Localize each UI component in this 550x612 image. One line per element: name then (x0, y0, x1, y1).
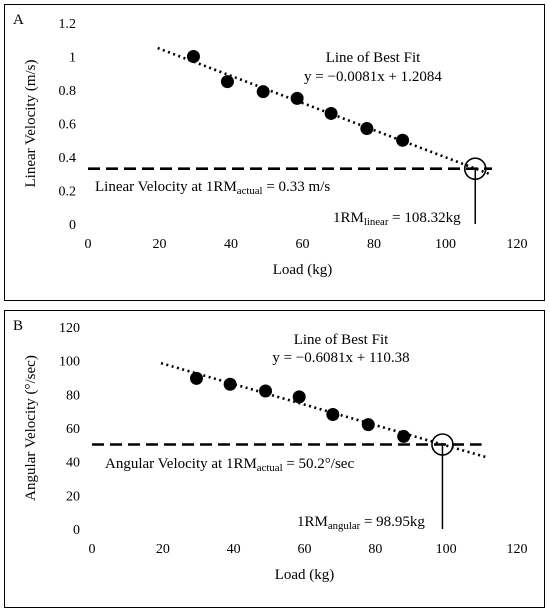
panel-a: A 0 0.2 0.4 0.6 0.8 1 1.2 0 20 40 60 80 100 120 Load (k… (4, 4, 545, 301)
y-tick-label: 0 (73, 523, 80, 538)
fit-equation: y = −0.6081x + 110.38 (272, 350, 409, 366)
rm-label: 1RMangular = 98.95kg (297, 514, 425, 532)
y-tick-label: 1 (69, 51, 76, 66)
x-tick-label: 20 (153, 237, 167, 252)
panel-label: A (13, 12, 24, 28)
chart-a-svg: A 0 0.2 0.4 0.6 0.8 1 1.2 0 20 40 60 80 100 120 Load (k… (13, 12, 528, 278)
data-point (326, 408, 340, 422)
data-point (223, 377, 237, 391)
data-point (324, 106, 338, 120)
x-tick-label: 60 (296, 237, 310, 252)
y-tick-label: 0.4 (59, 151, 77, 166)
threshold-label: Angular Velocity at 1RMactual = 50.2°/se… (105, 456, 354, 474)
data-point (186, 50, 200, 63)
x-tick-label: 20 (156, 542, 170, 557)
fit-title: Line of Best Fit (326, 50, 421, 66)
data-point (396, 133, 410, 147)
threshold-label: Linear Velocity at 1RMactual = 0.33 m/s (95, 179, 330, 197)
y-tick-label: 60 (66, 422, 80, 437)
x-axis-label: Load (kg) (275, 567, 335, 583)
data-point (290, 91, 304, 105)
rm-marker-circle (463, 157, 487, 181)
y-tick-label: 20 (66, 489, 80, 504)
fit-title: Line of Best Fit (294, 332, 389, 348)
panel-label: B (13, 318, 23, 334)
y-tick-label: 0.6 (59, 118, 77, 133)
y-tick-label: 80 (66, 388, 80, 403)
data-point (397, 429, 411, 443)
x-tick-label: 60 (298, 542, 312, 557)
y-tick-label: 0.8 (59, 84, 77, 99)
x-tick-label: 40 (227, 542, 241, 557)
rm-label: 1RMlinear = 108.32kg (333, 210, 461, 228)
x-tick-label: 120 (507, 542, 528, 557)
fit-equation: y = −0.0081x + 1.2084 (304, 69, 442, 85)
y-tick-label: 100 (59, 355, 80, 370)
trendline (160, 361, 490, 460)
rm-marker-circle (431, 433, 454, 456)
data-point (256, 85, 270, 99)
x-tick-label: 0 (85, 237, 92, 252)
x-axis-label: Load (kg) (273, 262, 333, 278)
x-tick-label: 100 (435, 237, 456, 252)
data-point (259, 384, 273, 398)
trendline (157, 46, 493, 177)
y-tick-label: 0.2 (59, 185, 77, 200)
x-tick-label: 100 (436, 542, 457, 557)
data-point (220, 75, 234, 89)
data-point (292, 390, 306, 404)
chart-b-svg: B 0 20 40 60 80 100 120 0 20 40 60 80 100 120 Load (kg)… (13, 318, 528, 583)
y-tick-label: 1.2 (59, 17, 77, 32)
y-axis-label: Linear Velocity (m/s) (23, 59, 39, 187)
y-tick-label: 120 (59, 321, 80, 336)
data-point (189, 371, 203, 385)
x-tick-label: 120 (507, 237, 528, 252)
y-tick-label: 40 (66, 456, 80, 471)
x-tick-label: 80 (367, 237, 381, 252)
data-point (361, 418, 375, 432)
panel-b: B 0 20 40 60 80 100 120 0 20 40 60 80 100 120 Load (kg)… (4, 310, 545, 608)
y-axis-label: Angular Velocity (°/sec) (23, 355, 39, 501)
data-point (360, 122, 374, 136)
x-tick-label: 40 (224, 237, 238, 252)
y-tick-label: 0 (69, 218, 76, 233)
x-tick-label: 80 (368, 542, 382, 557)
x-tick-label: 0 (89, 542, 96, 557)
